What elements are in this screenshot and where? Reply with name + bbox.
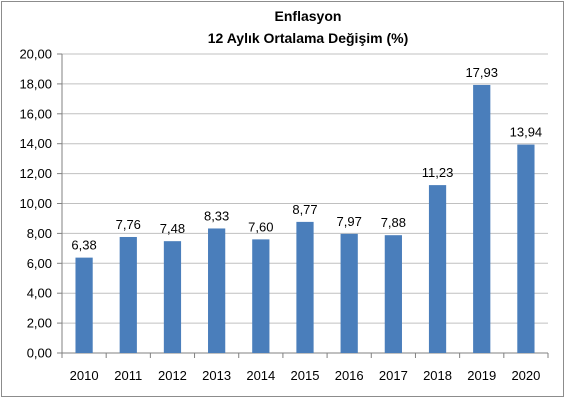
- y-tick-label: 14,00: [19, 136, 52, 151]
- y-axis-ticks: 0,00 2,00 4,00 6,00 8,00 10,00 12,00 14,00 16,00…: [19, 47, 62, 361]
- y-tick-label: 18,00: [19, 76, 52, 91]
- y-tick-label: 20,00: [19, 47, 52, 62]
- chart-title: Enflasyon: [275, 8, 342, 24]
- data-label-2017: 7,88: [381, 215, 406, 230]
- data-label-2016: 7,97: [337, 214, 362, 229]
- x-tick-label: 2013: [202, 368, 231, 383]
- data-label-2013: 8,33: [204, 208, 229, 223]
- data-label-2011: 7,76: [116, 217, 141, 232]
- x-tick-label: 2019: [467, 368, 496, 383]
- x-tick-label: 2015: [291, 368, 320, 383]
- x-tick-label: 2016: [335, 368, 364, 383]
- x-tick-label: 2011: [114, 368, 142, 383]
- bar-2019: [473, 84, 491, 353]
- x-tick-label: 2018: [423, 368, 452, 383]
- data-label-2010: 6,38: [71, 238, 96, 253]
- bar-2012: [163, 241, 182, 353]
- y-tick-label: 10,00: [19, 196, 52, 211]
- bar-2011: [119, 236, 137, 353]
- bar-2018: [428, 185, 447, 353]
- y-tick-label: 4,00: [27, 286, 52, 301]
- bars: [75, 84, 535, 353]
- x-tick-label: 2010: [70, 368, 99, 383]
- x-tick-label: 2017: [379, 368, 408, 383]
- y-tick-label: 0,00: [27, 346, 52, 361]
- data-label-2019: 17,93: [465, 65, 498, 80]
- chart-subtitle: 12 Aylık Ortalama Değişim (%): [208, 30, 408, 46]
- x-tick-label: 2020: [511, 368, 540, 383]
- y-tick-label: 2,00: [27, 316, 52, 331]
- bar-2013: [208, 228, 226, 353]
- data-label-2018: 11,23: [422, 165, 454, 180]
- y-tick-label: 12,00: [19, 166, 52, 181]
- bar-2014: [252, 239, 270, 353]
- data-label-2014: 7,60: [248, 219, 273, 234]
- data-label-2020: 13,94: [510, 125, 543, 140]
- data-labels: 6,38 7,76 7,48 8,33 7,60 8,77 7,97 7,88 11,23 17,…: [71, 65, 542, 253]
- bar-2010: [75, 257, 93, 353]
- data-label-2012: 7,48: [160, 221, 185, 236]
- y-tick-label: 6,00: [27, 256, 52, 271]
- bar-2016: [340, 233, 358, 353]
- bar-2015: [296, 221, 314, 353]
- data-label-2015: 8,77: [292, 202, 317, 217]
- bar-2017: [384, 235, 402, 353]
- y-tick-label: 16,00: [19, 106, 52, 121]
- x-axis-ticks: 2010 2011 2012 2013 2014 2015 2016 2017 2018 2019…: [61, 353, 549, 383]
- x-tick-label: 2014: [246, 368, 275, 383]
- bar-2020: [517, 144, 535, 353]
- y-tick-label: 8,00: [27, 226, 52, 241]
- x-tick-label: 2012: [158, 368, 187, 383]
